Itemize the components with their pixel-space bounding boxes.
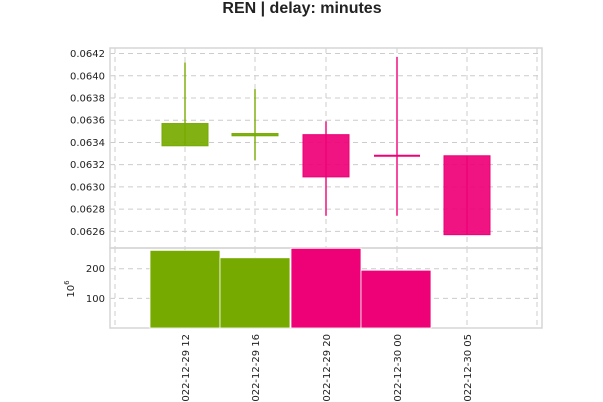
volume-bar [290, 247, 362, 329]
price-tick-label: 0.0638 [70, 94, 105, 105]
volume-panel: 100 200 106 [63, 247, 543, 329]
x-tick-label: 022-12-30 05 [463, 334, 474, 402]
price-tick-label: 0.0634 [70, 138, 105, 149]
volume-tick-label: 200 [86, 264, 105, 275]
volume-exponent-label: 106 [63, 280, 77, 298]
candle-body [231, 133, 279, 137]
volume-axis: 100 200 [86, 264, 105, 305]
x-tick-label: 022-12-30 00 [393, 334, 404, 402]
volume-bars [149, 247, 432, 329]
price-panel: 0.0626 0.0628 0.0630 0.0632 0.0634 0.0636 0.06… [70, 47, 543, 249]
price-tick-label: 0.0630 [70, 182, 105, 193]
price-tick-label: 0.0626 [70, 227, 105, 238]
volume-bar [360, 269, 432, 329]
x-tick-label: 022-12-29 12 [181, 334, 192, 402]
volume-tick-label: 100 [86, 294, 105, 305]
x-tick-label: 022-12-29 16 [251, 334, 262, 402]
candle-body [302, 134, 350, 178]
price-axis: 0.0626 0.0628 0.0630 0.0632 0.0634 0.0636 0.06… [70, 49, 105, 238]
x-axis: 022-12-29 12 022-12-29 16 022-12-29 20 022-… [181, 334, 474, 402]
volume-bar [219, 257, 291, 329]
price-tick-label: 0.0636 [70, 116, 105, 127]
price-tick-label: 0.0628 [70, 205, 105, 216]
volume-bar [149, 249, 221, 329]
price-tick-label: 0.0640 [70, 71, 105, 82]
chart-title: REN | delay: minutes [222, 0, 381, 17]
price-tick-label: 0.0632 [70, 160, 105, 171]
candle-body [161, 123, 209, 147]
candles [161, 56, 491, 236]
price-tick-label: 0.0642 [70, 49, 105, 60]
candle-body [443, 155, 491, 236]
x-tick-label: 022-12-29 20 [322, 334, 333, 402]
